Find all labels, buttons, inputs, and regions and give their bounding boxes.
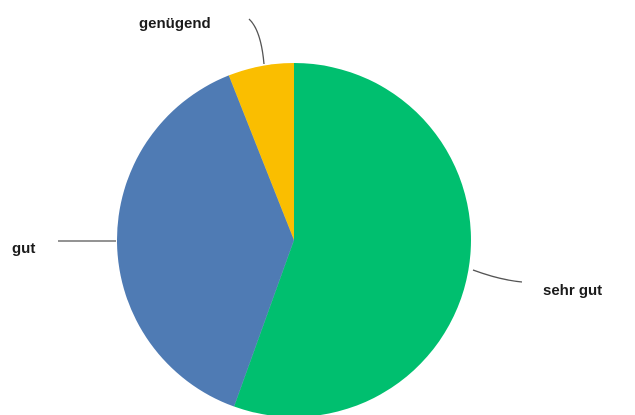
slice-label-genuegend: genügend <box>139 15 211 32</box>
pie-slice-gut <box>116 75 295 407</box>
slice-label-gut: gut <box>12 240 35 257</box>
slice-labels: sehr gut gut genügend <box>12 15 602 299</box>
leader-lines <box>58 18 523 283</box>
leader-line-sehr-gut <box>472 269 523 283</box>
pie-slice-genuegend <box>228 63 294 240</box>
leader-line-genuegend <box>248 18 265 65</box>
pie-slices <box>116 63 471 415</box>
slice-label-sehr-gut: sehr gut <box>543 282 602 299</box>
pie-slice-sehr-gut <box>234 63 471 415</box>
